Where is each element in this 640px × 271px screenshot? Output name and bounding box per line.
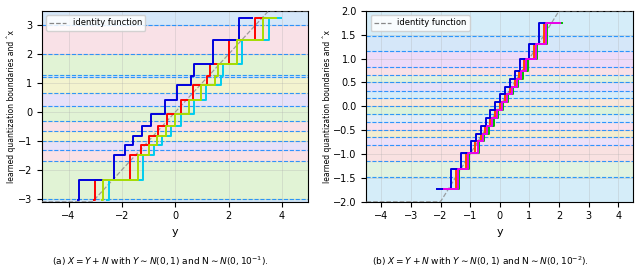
Bar xyxy=(367,122,633,130)
Bar xyxy=(367,82,633,91)
Bar xyxy=(42,78,308,93)
Bar xyxy=(42,131,308,141)
identity function xyxy=(38,200,46,203)
identity function xyxy=(305,9,312,12)
Bar xyxy=(42,11,308,25)
Bar xyxy=(367,177,633,202)
Bar xyxy=(42,93,308,106)
Bar xyxy=(42,121,308,131)
Bar xyxy=(367,51,633,67)
identity function xyxy=(608,9,616,12)
Bar xyxy=(367,130,633,137)
Bar xyxy=(367,36,633,51)
identity function xyxy=(284,9,291,12)
Bar xyxy=(367,106,633,114)
Bar xyxy=(42,54,308,75)
Bar xyxy=(367,146,633,161)
Y-axis label: learned quantization boundaries and ˆx: learned quantization boundaries and ˆx xyxy=(323,30,332,183)
identity function xyxy=(373,200,381,203)
identity function xyxy=(556,9,563,12)
Bar xyxy=(367,98,633,106)
Line: identity function: identity function xyxy=(42,11,308,202)
Bar xyxy=(367,11,633,36)
Bar xyxy=(367,75,633,82)
Bar xyxy=(367,137,633,146)
identity function xyxy=(49,200,56,203)
Text: (a) $X = Y + N$ with $Y \sim N(0, 1)$ and $\mathrm{N} \sim N(0, 10^{-1})$.: (a) $X = Y + N$ with $Y \sim N(0, 1)$ an… xyxy=(52,255,268,268)
Bar xyxy=(42,161,308,199)
Legend: identity function: identity function xyxy=(46,15,145,31)
Line: identity function: identity function xyxy=(367,11,633,202)
identity function xyxy=(412,200,420,203)
Y-axis label: learned quantization boundaries and ˆx: learned quantization boundaries and ˆx xyxy=(7,30,17,183)
identity function xyxy=(617,9,625,12)
identity function xyxy=(88,200,95,203)
Bar xyxy=(42,75,308,78)
Bar xyxy=(42,25,308,54)
Bar xyxy=(42,106,308,121)
identity function xyxy=(292,9,300,12)
Legend: identity function: identity function xyxy=(371,15,470,31)
identity function xyxy=(379,200,387,203)
identity function xyxy=(434,200,442,203)
Text: (b) $X = Y + N$ with $Y \sim N(0, 1)$ and $\mathrm{N} \sim N(0, 10^{-2})$.: (b) $X = Y + N$ with $Y \sim N(0, 1)$ an… xyxy=(372,255,588,268)
Bar xyxy=(367,91,633,98)
identity function xyxy=(363,200,371,203)
identity function xyxy=(54,200,62,203)
identity function xyxy=(629,9,637,12)
X-axis label: y: y xyxy=(172,227,179,237)
identity function xyxy=(109,178,116,181)
Bar xyxy=(42,141,308,150)
Bar xyxy=(367,114,633,122)
Bar xyxy=(42,150,308,161)
Bar xyxy=(367,67,633,75)
Bar xyxy=(367,161,633,177)
Bar xyxy=(42,199,308,202)
X-axis label: y: y xyxy=(497,227,503,237)
identity function xyxy=(266,9,273,12)
